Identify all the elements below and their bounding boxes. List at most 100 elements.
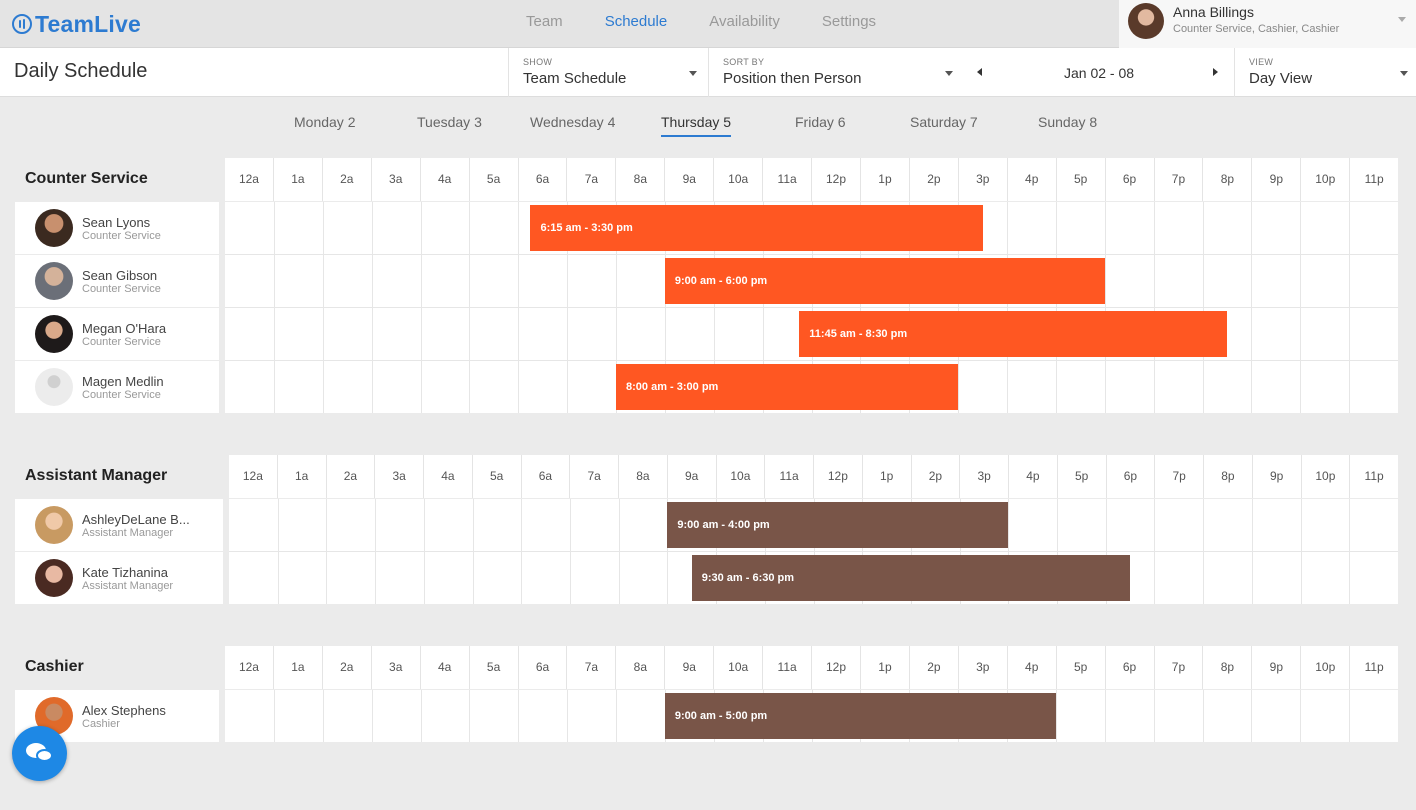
user-avatar <box>1128 3 1164 39</box>
hour-label: 12a <box>225 646 273 689</box>
hour-header-row: 12a 1a 2a 3a 4a 5a 6a 7a 8a 9a 10a 11a 12p 1p 2p 3p 4p 5p… <box>225 646 1399 689</box>
day-tab-wednesday[interactable]: Wednesday 4 <box>530 114 616 130</box>
show-label: SHOW <box>523 57 553 67</box>
grid-line <box>518 690 520 742</box>
person-name: Sean Lyons <box>82 215 151 230</box>
page-title: Daily Schedule <box>14 60 148 82</box>
person-row[interactable]: Sean Gibson Counter Service <box>15 255 219 307</box>
day-tab-friday[interactable]: Friday 6 <box>795 114 846 130</box>
chat-button[interactable] <box>12 726 67 781</box>
hour-label: 11p <box>1349 455 1398 498</box>
show-select[interactable]: SHOW Team Schedule <box>508 48 708 97</box>
person-name: Sean Gibson <box>82 268 158 283</box>
hour-label: 7a <box>566 158 616 201</box>
row-divider <box>225 254 1398 255</box>
day-tabs: Monday 2 Tuesday 3 Wednesday 4 Thursday … <box>0 114 1416 144</box>
hour-label: 12a <box>225 158 273 201</box>
person-row[interactable]: Megan O'Hara Counter Service <box>15 308 219 360</box>
hour-label: 10p <box>1300 158 1350 201</box>
nav-tab-schedule[interactable]: Schedule <box>604 13 668 30</box>
shift-block[interactable]: 9:00 am - 6:00 pm <box>664 258 1105 304</box>
shift-block[interactable]: 11:45 am - 8:30 pm <box>799 311 1227 357</box>
hour-label: 12p <box>811 158 860 201</box>
day-tab-saturday[interactable]: Saturday 7 <box>910 114 978 130</box>
hour-label: 5a <box>468 646 518 689</box>
view-label: VIEW <box>1249 57 1274 67</box>
hour-label: 5a <box>471 455 521 498</box>
nav-tab-availability[interactable]: Availability <box>709 13 780 30</box>
user-menu[interactable]: Anna Billings Counter Service, Cashier, … <box>1119 0 1416 48</box>
top-nav: TeamLive Team Schedule Availability Sett… <box>0 0 1416 48</box>
hour-label: 11a <box>764 455 813 498</box>
hour-label: 9a <box>666 455 716 498</box>
day-tab-monday[interactable]: Monday 2 <box>294 114 356 130</box>
view-select[interactable]: VIEW Day View <box>1234 48 1416 97</box>
row-divider <box>225 307 1398 308</box>
sort-select[interactable]: SORT BY Position then Person <box>708 48 963 97</box>
hour-label: 2p <box>908 158 958 201</box>
grid-line <box>469 690 471 742</box>
person-row[interactable]: Sean Lyons Counter Service <box>15 202 219 254</box>
day-tab-sunday[interactable]: Sunday 8 <box>1038 114 1098 130</box>
person-row[interactable]: AshleyDeLane B... Assistant Manager <box>15 499 223 551</box>
hour-label: 6p <box>1105 455 1155 498</box>
hour-label: 9p <box>1251 455 1301 498</box>
logo-icon <box>12 14 32 34</box>
hour-label: 8a <box>615 646 665 689</box>
hour-label: 9a <box>664 646 714 689</box>
section-title: Counter Service <box>25 170 148 187</box>
person-role: Counter Service <box>82 336 161 348</box>
day-tab-tuesday[interactable]: Tuesday 3 <box>417 114 482 130</box>
avatar <box>35 559 73 597</box>
shift-block[interactable]: 9:30 am - 6:30 pm <box>691 555 1131 601</box>
grid-line <box>1349 690 1351 742</box>
hour-label: 12a <box>229 455 277 498</box>
hour-label: 5p <box>1055 646 1105 689</box>
hour-label: 9p <box>1251 158 1301 201</box>
chevron-down-icon <box>1398 17 1406 22</box>
view-value: Day View <box>1249 70 1313 87</box>
user-name: Anna Billings <box>1173 4 1254 20</box>
row-divider <box>229 551 1398 552</box>
app-logo[interactable]: TeamLive <box>12 10 141 38</box>
shift-block[interactable]: 6:15 am - 3:30 pm <box>530 205 983 251</box>
shift-block[interactable]: 8:00 am - 3:00 pm <box>616 364 959 410</box>
nav-tab-settings[interactable]: Settings <box>821 13 877 30</box>
avatar <box>35 506 73 544</box>
hour-label: 3a <box>374 455 423 498</box>
hour-label: 7p <box>1153 646 1203 689</box>
hour-label: 4a <box>423 455 472 498</box>
hour-label: 3p <box>957 646 1007 689</box>
grid-line <box>1300 690 1302 742</box>
person-row[interactable]: Kate Tizhanina Assistant Manager <box>15 552 223 604</box>
person-row[interactable]: Alex Stephens Cashier <box>15 690 219 742</box>
hour-label: 1p <box>859 646 909 689</box>
person-role: Assistant Manager <box>82 527 174 539</box>
hour-label: 1p <box>861 455 911 498</box>
hour-label: 9p <box>1251 646 1301 689</box>
hour-label: 1a <box>272 158 322 201</box>
hour-label: 11p <box>1349 646 1399 689</box>
person-role: Counter Service <box>82 283 161 295</box>
chevron-down-icon <box>945 71 953 76</box>
next-week-icon[interactable] <box>1213 68 1218 76</box>
hour-label: 11p <box>1349 158 1399 201</box>
person-row[interactable]: Magen Medlin Counter Service <box>15 361 219 413</box>
hour-label: 3p <box>957 158 1007 201</box>
day-tab-thursday[interactable]: Thursday 5 <box>661 114 732 137</box>
main-nav: Team Schedule Availability Settings <box>505 0 897 48</box>
hour-label: 4p <box>1008 455 1057 498</box>
prev-week-icon[interactable] <box>977 68 982 76</box>
hour-label: 7p <box>1154 455 1203 498</box>
shift-block[interactable]: 9:00 am - 4:00 pm <box>667 502 1009 548</box>
hour-label: 2a <box>321 646 371 689</box>
grid-line <box>567 690 569 742</box>
hour-label: 10a <box>713 646 763 689</box>
shift-block[interactable]: 9:00 am - 5:00 pm <box>664 693 1056 739</box>
hour-label: 8p <box>1202 158 1252 201</box>
hour-label: 10p <box>1300 646 1350 689</box>
sort-label: SORT BY <box>723 57 765 67</box>
hour-label: 7a <box>566 646 616 689</box>
chevron-down-icon <box>689 71 697 76</box>
nav-tab-team[interactable]: Team <box>526 13 563 30</box>
